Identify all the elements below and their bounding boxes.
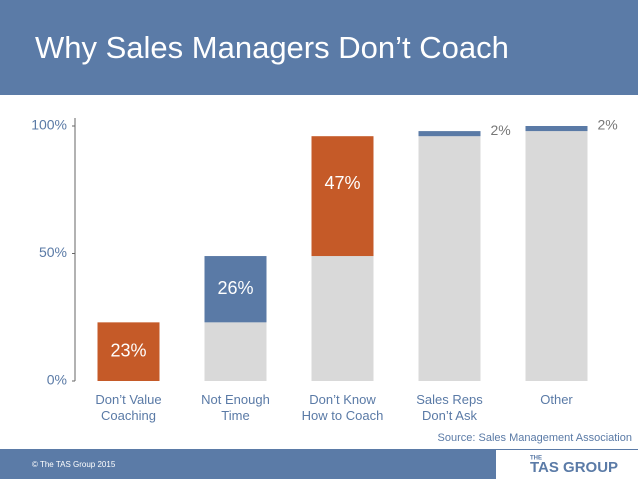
data-label: 23% — [110, 340, 146, 360]
x-tick-label: Sales Reps Don’t Ask — [416, 392, 483, 423]
chart-title: Why Sales Managers Don’t Coach — [35, 30, 509, 65]
x-tick-label: Other — [540, 392, 573, 407]
waterfall-base — [418, 136, 481, 381]
bar — [418, 131, 481, 137]
y-tick-label: 50% — [39, 244, 67, 260]
copyright: © The TAS Group 2015 — [32, 460, 116, 469]
logo-main: TAS GROUP — [530, 459, 618, 476]
bar — [97, 322, 160, 381]
data-label: 2% — [491, 122, 511, 138]
y-tick-label: 100% — [31, 117, 67, 133]
header-band — [0, 0, 638, 95]
waterfall-base — [525, 131, 588, 381]
y-tick-label: 0% — [47, 372, 67, 388]
bar — [204, 256, 267, 323]
x-tick-label: Not Enough Time — [201, 392, 270, 423]
bar — [525, 126, 588, 132]
logo-box — [496, 450, 638, 479]
data-label: 26% — [217, 278, 253, 298]
data-label: 47% — [324, 173, 360, 193]
source: Source: Sales Management Association — [438, 432, 632, 444]
logo-small: THE — [530, 456, 542, 462]
waterfall-base — [311, 256, 374, 381]
waterfall-base — [204, 322, 267, 381]
bar — [311, 136, 374, 257]
data-label: 2% — [598, 117, 618, 133]
x-tick-label: Don’t Know How to Coach — [301, 392, 384, 423]
x-tick-label: Don’t Value Coaching — [95, 392, 162, 423]
